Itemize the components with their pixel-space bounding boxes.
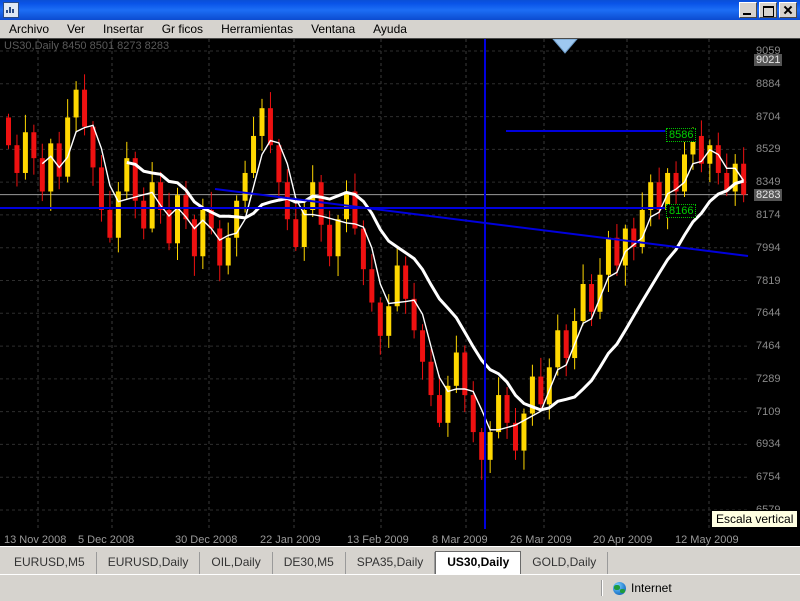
globe-icon	[613, 581, 626, 595]
chart-tab-bar[interactable]: EURUSD,M5 EURUSD,Daily OIL,Daily DE30,M5 SPA…	[0, 546, 800, 575]
menu-bar: Archivo Ver Insertar Gr ficos Herramient…	[0, 20, 800, 38]
network-status[interactable]: Internet	[605, 581, 800, 595]
price-tick-6934: 6934	[756, 438, 781, 451]
status-bar: Internet	[0, 574, 800, 601]
top-price-label: 9021	[754, 54, 783, 66]
chart-tab-oil-daily[interactable]: OIL,Daily	[200, 552, 273, 574]
menu-item-ventana[interactable]: Ventana	[311, 22, 356, 36]
chart-tab-eurusd-m5[interactable]: EURUSD,M5	[3, 552, 97, 574]
date-tick-2: 30 Dec 2008	[175, 534, 238, 546]
menu-item-herramientas[interactable]: Herramientas	[221, 22, 294, 36]
menu-item-ver[interactable]: Ver	[67, 22, 86, 36]
chart-tab-de30-m5[interactable]: DE30,M5	[273, 552, 346, 574]
price-tick-7289: 7289	[756, 372, 781, 385]
date-tick-0: 13 Nov 2008	[4, 534, 67, 546]
date-tick-7: 20 Apr 2009	[593, 534, 653, 546]
price-tick-8704: 8704	[756, 110, 781, 123]
vertical-price-scale[interactable]: 9059 8884 8704 8529 8349 8174 7994 7819 7644 7464…	[748, 39, 800, 547]
price-tick-7994: 7994	[756, 241, 781, 254]
menu-item-ayuda[interactable]: Ayuda	[373, 22, 407, 36]
current-price-label: 8283	[754, 188, 783, 201]
price-tick-6754: 6754	[756, 471, 781, 484]
status-divider	[601, 580, 603, 596]
chart-tab-us30-daily[interactable]: US30,Daily	[435, 551, 522, 575]
price-tick-8884: 8884	[756, 77, 781, 90]
price-tick-7644: 7644	[756, 307, 781, 320]
chart-window-icon	[3, 2, 19, 18]
price-tick-7819: 7819	[756, 274, 781, 287]
chart-canvas[interactable]	[0, 39, 800, 547]
restore-button[interactable]	[759, 2, 777, 18]
price-tick-8349: 8349	[756, 176, 781, 189]
price-tick-8174: 8174	[756, 208, 781, 221]
date-tick-6: 26 Mar 2009	[510, 534, 572, 546]
chart-tab-gold-daily[interactable]: GOLD,Daily	[521, 552, 609, 574]
chart-tab-eurusd-daily[interactable]: EURUSD,Daily	[97, 552, 201, 574]
title-bar	[0, 0, 800, 20]
price-level-tag-8166: 8166	[666, 204, 697, 218]
date-tick-1: 5 Dec 2008	[78, 534, 135, 546]
date-tick-3: 22 Jan 2009	[260, 534, 321, 546]
minimize-button[interactable]	[739, 2, 757, 18]
network-status-label: Internet	[631, 581, 672, 595]
price-tick-7464: 7464	[756, 340, 781, 353]
price-level-tag-8586: 8586	[666, 128, 697, 142]
scale-tooltip: Escala vertical	[711, 510, 799, 528]
menu-item-insertar[interactable]: Insertar	[103, 22, 144, 36]
date-tick-8: 12 May 2009	[675, 534, 739, 546]
chart-tab-spa35-daily[interactable]: SPA35,Daily	[346, 552, 436, 574]
menu-item-graficos[interactable]: Gr ficos	[161, 22, 204, 36]
close-button[interactable]	[779, 2, 797, 18]
chart-symbol-label: US30,Daily 8450 8501 8273 8283	[4, 40, 170, 52]
price-tick-7109: 7109	[756, 405, 781, 418]
window-controls	[739, 2, 797, 18]
date-tick-5: 8 Mar 2009	[432, 534, 488, 546]
menu-item-archivo[interactable]: Archivo	[9, 22, 50, 36]
price-tick-8529: 8529	[756, 143, 781, 156]
date-tick-4: 13 Feb 2009	[347, 534, 409, 546]
price-chart[interactable]: US30,Daily 8450 8501 8273 8283 9059 8884 8…	[0, 38, 800, 547]
